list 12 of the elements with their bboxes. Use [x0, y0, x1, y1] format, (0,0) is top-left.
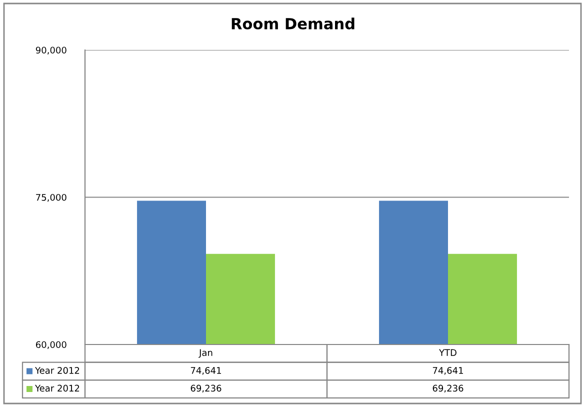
x-tick-label: Jan: [198, 349, 212, 358]
legend-label: Year 2012: [34, 384, 80, 392]
data-label: 69,236: [190, 384, 222, 393]
legend-label: Year 2012: [34, 366, 80, 374]
y-tick-label: 90,000: [36, 46, 66, 54]
y-tick-label: 75,000: [36, 194, 66, 202]
data-label: 69,236: [432, 384, 464, 393]
chart-title: Room Demand: [232, 18, 354, 30]
data-label: 74,641: [190, 366, 221, 375]
y-tick-label: 60,000: [36, 341, 66, 349]
x-tick-label: YTD: [438, 349, 456, 356]
data-label: 74,641: [432, 366, 463, 375]
